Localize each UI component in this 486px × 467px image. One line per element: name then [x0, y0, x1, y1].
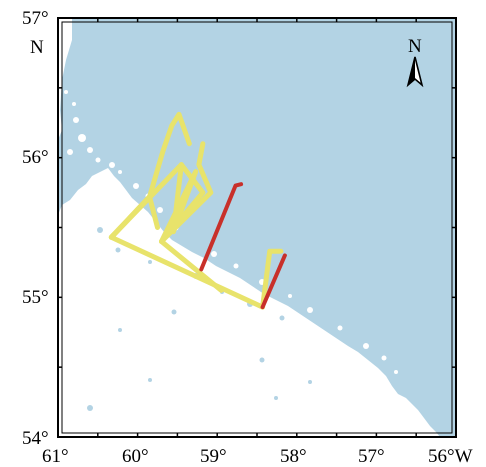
lat-label-54: 54°	[22, 428, 49, 449]
north-arrow-half	[408, 57, 415, 85]
track-yellow-6	[260, 248, 284, 310]
lon-label-58: 58°	[280, 446, 307, 467]
track-yellow-5	[158, 141, 214, 244]
north-arrow-label: N	[408, 36, 422, 57]
lon-label-61: 61°	[42, 446, 69, 467]
track-yellow-3	[108, 162, 224, 293]
track-red-0	[199, 182, 244, 272]
lat-label-56: 56°	[22, 147, 49, 168]
north-arrow: N	[406, 36, 424, 88]
track-yellow-1	[147, 111, 192, 200]
track-yellow-4	[158, 162, 199, 244]
lon-label-60: 60°	[122, 446, 149, 467]
ship-tracks-yellow	[108, 111, 284, 310]
lat-label-57: 57°	[22, 8, 49, 29]
lon-label-57: 57°	[358, 446, 385, 467]
lat-label-55: 55°	[22, 287, 49, 308]
track-red-1	[260, 253, 287, 310]
ship-tracks-red	[199, 182, 287, 310]
lon-label-59: 59°	[200, 446, 227, 467]
frame-ticks	[57, 17, 457, 438]
lat-label-suffix: N	[30, 37, 44, 58]
lon-label-56w: 56°W	[428, 446, 473, 467]
